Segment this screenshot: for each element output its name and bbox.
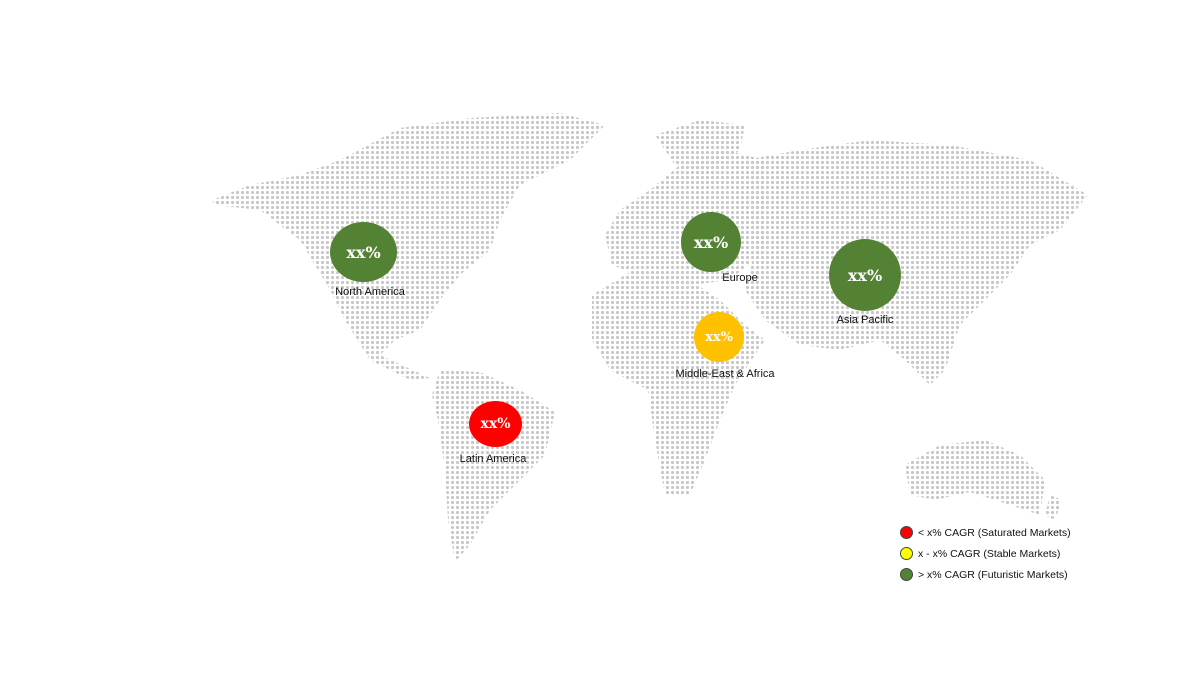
- legend-label: > x% CAGR (Futuristic Markets): [918, 568, 1068, 581]
- continent-africa: [592, 272, 765, 495]
- region-value: xx%: [847, 265, 883, 285]
- legend-item-stable: x - x% CAGR (Stable Markets): [900, 543, 1071, 564]
- legend-item-saturated: < x% CAGR (Saturated Markets): [900, 522, 1071, 543]
- continent-australia: [905, 440, 1045, 515]
- legend-swatch-yellow: [900, 547, 913, 560]
- continent-south-america: [432, 370, 555, 562]
- region-bubble-latin-america: xx%: [469, 401, 522, 447]
- region-bubble-middle-east-africa: xx%: [694, 312, 744, 362]
- legend-swatch-green: [900, 568, 913, 581]
- region-value: xx%: [346, 242, 381, 262]
- continent-new-zealand: [1045, 495, 1062, 520]
- region-label-middle-east-africa: Middle-East & Africa: [675, 368, 775, 380]
- region-bubble-europe: xx%: [681, 212, 741, 272]
- region-label-europe: Europe: [722, 272, 758, 284]
- legend-label: < x% CAGR (Saturated Markets): [918, 526, 1071, 539]
- region-bubble-north-america: xx%: [330, 222, 397, 282]
- continent-asia: [745, 140, 1088, 385]
- region-value: xx%: [693, 232, 729, 252]
- region-label-north-america: North America: [335, 286, 405, 298]
- continent-europe: [605, 150, 765, 285]
- region-value: xx%: [705, 329, 733, 345]
- region-label-asia-pacific: Asia Pacific: [836, 314, 894, 326]
- legend-label: x - x% CAGR (Stable Markets): [918, 547, 1061, 560]
- continent-north-america: [212, 113, 605, 380]
- legend-item-futuristic: > x% CAGR (Futuristic Markets): [900, 564, 1071, 585]
- region-bubble-asia-pacific: xx%: [829, 239, 901, 311]
- legend-swatch-red: [900, 526, 913, 539]
- region-label-latin-america: Latin America: [459, 453, 527, 465]
- legend: < x% CAGR (Saturated Markets) x - x% CAG…: [900, 522, 1071, 585]
- region-value: xx%: [480, 416, 511, 432]
